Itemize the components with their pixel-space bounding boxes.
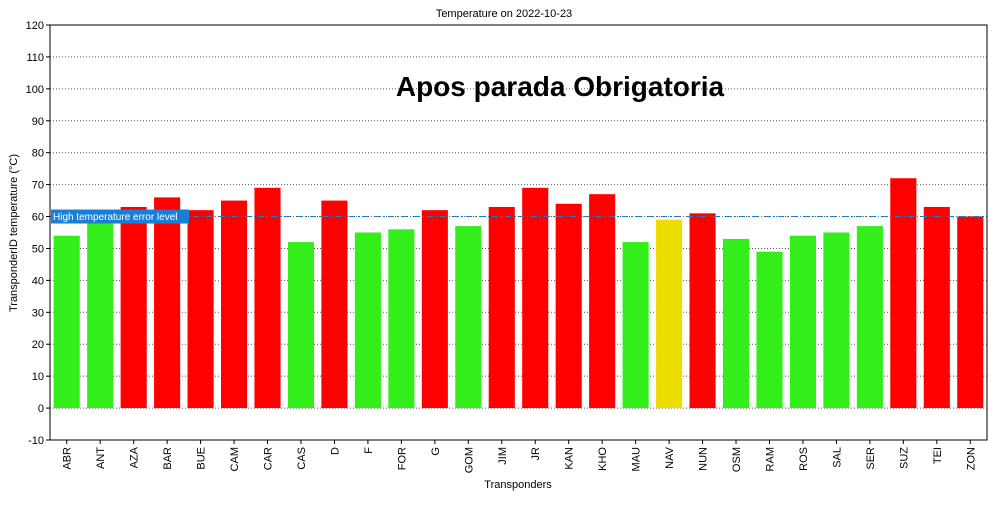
bar-jim	[488, 206, 515, 409]
bar-cas	[287, 242, 315, 409]
y-tick-label: 80	[32, 148, 44, 160]
threshold-label: High temperature error level	[53, 212, 178, 223]
x-tick-label: TEI	[932, 447, 944, 464]
bar-ros	[789, 235, 816, 409]
y-tick-label: 50	[32, 243, 44, 255]
bar-ser	[856, 226, 883, 409]
x-tick-label: KAN	[564, 447, 576, 470]
x-tick-label: BUE	[196, 447, 208, 470]
bar-kan	[555, 203, 582, 409]
bar-f	[354, 232, 381, 409]
x-tick-label: CAS	[296, 447, 308, 470]
bar-nun	[689, 213, 716, 409]
bar-mau	[622, 242, 649, 409]
x-tick-label: G	[430, 447, 442, 456]
x-axis-title: Transponders	[484, 479, 552, 491]
threshold-label-box	[51, 209, 189, 224]
threshold-layer: High temperature error level	[50, 209, 987, 224]
x-tick-label: ROS	[798, 447, 810, 471]
bar-osm	[722, 238, 750, 409]
y-axis-title: TransponderID temperature (°C)	[8, 154, 20, 312]
x-tick-label: CAM	[229, 447, 241, 471]
x-tick-label: JR	[530, 447, 542, 461]
y-tick-label: 40	[32, 275, 44, 287]
x-tick-label: NAV	[664, 446, 676, 468]
y-tick-label: 10	[32, 371, 44, 383]
y-tick-label: 100	[26, 84, 44, 96]
bar-tei	[923, 206, 950, 409]
x-tick-label: SER	[865, 447, 877, 470]
y-tick-label: -10	[28, 435, 44, 447]
x-tick-label: SUZ	[898, 447, 910, 469]
x-tick-label: MAU	[631, 447, 643, 472]
chart-annotation: Apos parada Obrigatoria	[396, 71, 725, 102]
y-tick-label: 20	[32, 339, 44, 351]
x-tick-label: D	[329, 447, 341, 455]
x-tick-label: SAL	[831, 447, 843, 468]
x-tick-label: ZON	[965, 447, 977, 470]
x-tick-label: ABR	[62, 447, 74, 470]
x-tick-label: JIM	[497, 447, 509, 465]
bar-for	[388, 229, 415, 409]
x-tick-label: NUN	[698, 447, 710, 471]
bar-suz	[890, 178, 917, 409]
bar-d	[321, 200, 348, 409]
y-tick-label: 30	[32, 307, 44, 319]
x-tick-label: AZA	[129, 446, 141, 468]
y-tick-label: 90	[32, 116, 44, 128]
bar-abr	[53, 235, 80, 409]
y-tick-label: 60	[32, 212, 44, 224]
bar-bue	[187, 210, 214, 409]
x-tick-label: BAR	[162, 447, 174, 470]
bar-nav	[656, 219, 683, 409]
bar-ant	[87, 222, 114, 409]
bar-cam	[221, 200, 248, 409]
bar-zon	[957, 216, 984, 409]
bar-sal	[823, 232, 850, 409]
x-tick-label: FOR	[396, 447, 408, 470]
bar-bar	[154, 197, 181, 409]
x-tick-label: RAM	[764, 447, 776, 471]
bars-layer	[53, 178, 984, 409]
chart-title: Temperature on 2022-10-23	[436, 8, 572, 20]
x-tick-label: KHO	[597, 447, 609, 471]
x-axis-ticks: ABR ANT AZA BAR BUE CAM CAR CAS D F FOR G GOM JIM JR KA…	[62, 440, 977, 473]
x-tick-label: CAR	[263, 447, 275, 470]
x-tick-label: F	[363, 447, 375, 454]
bar-kho	[589, 194, 616, 409]
x-tick-label: GOM	[463, 447, 475, 473]
y-tick-label: 0	[38, 403, 44, 415]
bar-gom	[455, 226, 482, 409]
x-tick-label: ANT	[95, 447, 107, 469]
bar-car	[254, 187, 281, 409]
y-tick-label: 70	[32, 180, 44, 192]
bar-ram	[756, 251, 783, 409]
bar-jr	[522, 187, 549, 409]
bar-g	[421, 210, 448, 409]
plot-frame	[49, 24, 988, 441]
y-axis-ticks: -10 0 10 20 30 40 50 60 70 80 90 100 110 120	[26, 20, 50, 447]
bar-aza	[120, 206, 147, 409]
x-tick-label: OSM	[731, 447, 743, 472]
y-tick-label: 110	[26, 52, 44, 64]
y-tick-label: 120	[26, 20, 44, 32]
